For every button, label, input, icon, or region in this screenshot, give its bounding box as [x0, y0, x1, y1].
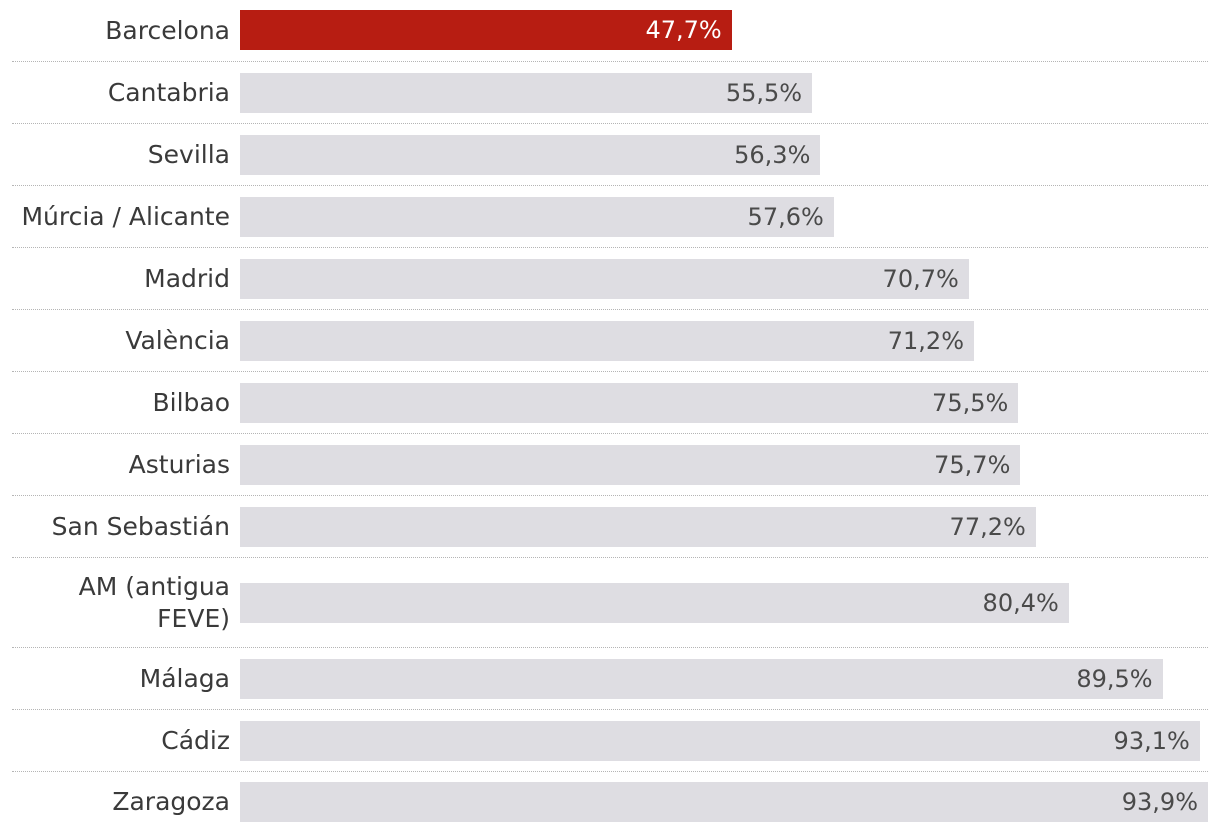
value-label: 89,5%: [1076, 665, 1153, 693]
value-label: 80,4%: [982, 589, 1059, 617]
value-label: 47,7%: [645, 16, 722, 44]
row-divider: [12, 247, 1208, 248]
chart-row: Madrid 70,7%: [0, 248, 1220, 310]
chart-row: Sevilla 56,3%: [0, 124, 1220, 186]
bar: 89,5%: [240, 659, 1163, 699]
value-label: 93,1%: [1113, 727, 1190, 755]
bar: 93,1%: [240, 721, 1200, 761]
value-label: 55,5%: [725, 79, 803, 107]
bar: 71,2%: [240, 321, 974, 361]
category-label: Zaragoza: [112, 787, 230, 816]
bar: 57,6%: [240, 197, 834, 237]
chart-row: AM (antigua FEVE) 80,4%: [0, 558, 1220, 648]
chart-row: Bilbao 75,5%: [0, 372, 1220, 434]
value-label: 57,6%: [747, 203, 824, 231]
bar: 55,5%: [240, 73, 813, 113]
category-label: Cantabria: [107, 78, 230, 107]
chart-row: Múrcia / Alicante 57,6%: [0, 186, 1220, 248]
category-label: AM (antigua FEVE): [78, 572, 230, 633]
value-label: 75,7%: [934, 451, 1011, 479]
category-label: Málaga: [139, 664, 230, 693]
chart-row: Málaga 89,5%: [0, 648, 1220, 710]
value-label: 77,2%: [949, 513, 1026, 541]
bar: 93,9%: [240, 782, 1208, 822]
row-divider: [12, 123, 1208, 124]
category-label: Madrid: [144, 264, 230, 293]
row-divider: [12, 433, 1208, 434]
bar: 77,2%: [240, 507, 1036, 547]
row-divider: [12, 61, 1208, 62]
chart-row: San Sebastián 77,2%: [0, 496, 1220, 558]
chart-row: Barcelona 47,7%: [0, 0, 1220, 62]
chart-row: Zaragoza 93,9%: [0, 772, 1220, 832]
row-divider: [12, 771, 1208, 772]
value-label: 71,2%: [887, 327, 964, 355]
row-divider: [12, 495, 1208, 496]
category-label: València: [125, 326, 230, 355]
value-label: 56,3%: [734, 141, 811, 169]
bar: 47,7%: [240, 10, 732, 50]
row-divider: [12, 371, 1208, 372]
chart-row: Cantabria 55,5%: [0, 62, 1220, 124]
category-label: San Sebastián: [51, 512, 230, 541]
category-label: Sevilla: [147, 140, 230, 169]
row-divider: [12, 557, 1208, 558]
chart-row: Cádiz 93,1%: [0, 710, 1220, 772]
bar: 70,7%: [240, 259, 969, 299]
row-divider: [12, 309, 1208, 310]
row-divider: [12, 647, 1208, 648]
value-label: 75,5%: [932, 389, 1009, 417]
bar: 56,3%: [240, 135, 821, 175]
category-label: Asturias: [128, 450, 230, 479]
category-label: Barcelona: [105, 16, 230, 45]
row-divider: [12, 185, 1208, 186]
row-divider: [12, 709, 1208, 710]
chart-row: Asturias 75,7%: [0, 434, 1220, 496]
chart-row: València 71,2%: [0, 310, 1220, 372]
category-label: Bilbao: [152, 388, 230, 417]
bar: 75,5%: [240, 383, 1019, 423]
value-label: 93,9%: [1121, 788, 1198, 816]
category-label: Múrcia / Alicante: [21, 202, 230, 231]
category-label: Cádiz: [161, 726, 230, 755]
bar: 80,4%: [240, 583, 1069, 623]
value-label: 70,7%: [882, 265, 959, 293]
bar: 75,7%: [240, 445, 1021, 485]
